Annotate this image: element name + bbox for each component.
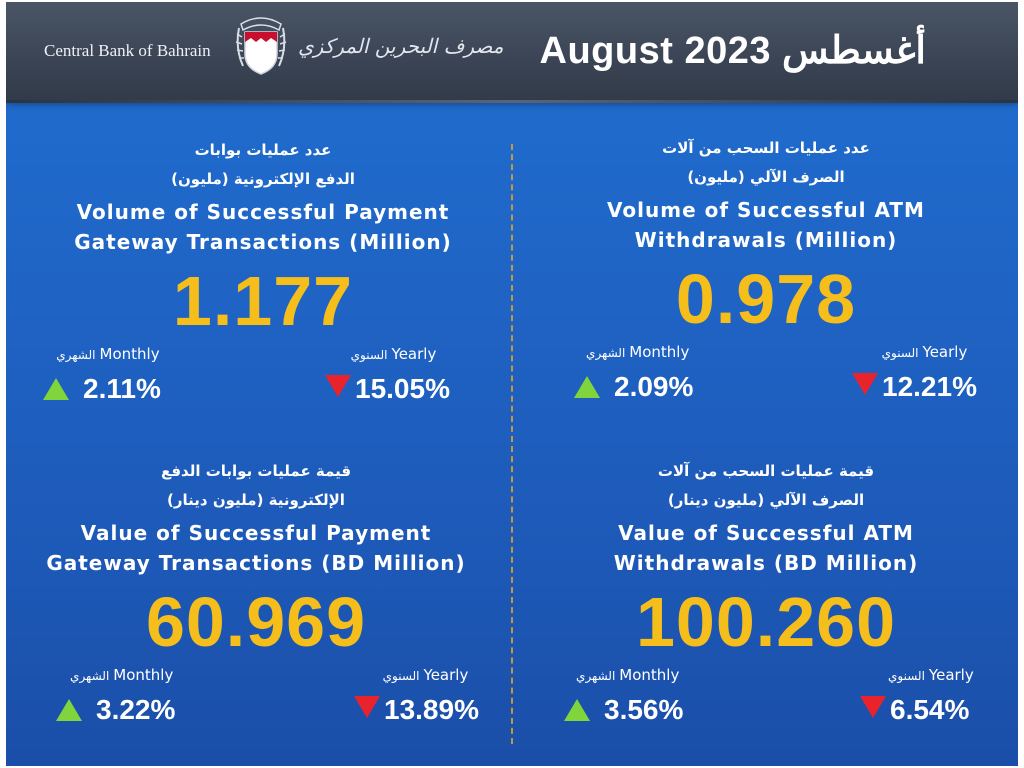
yearly-change-value: 6.54% bbox=[890, 694, 970, 725]
yearly-label-arabic: السنوي bbox=[382, 669, 420, 683]
panel-title-english-line2: Gateway Transactions (Million) bbox=[74, 230, 452, 254]
down-arrow-icon bbox=[860, 696, 886, 718]
yearly-value-row: 12.21% bbox=[852, 371, 977, 403]
monthly-value-row: 2.09% bbox=[574, 371, 693, 403]
change-stats: الشهري Monthly 2.11% السنوي Yearly 15.05% bbox=[43, 345, 483, 415]
bank-name-arabic: مصرف البحرين المركزي bbox=[298, 34, 504, 58]
headline-value: 0.978 bbox=[675, 260, 857, 338]
headline-value: 1.177 bbox=[172, 262, 354, 340]
up-arrow-icon bbox=[56, 699, 82, 721]
panel-title-english-line2: Withdrawals (Million) bbox=[634, 228, 898, 252]
up-arrow-icon bbox=[564, 699, 590, 721]
monthly-change: الشهري Monthly 2.09% bbox=[574, 343, 693, 403]
monthly-label-english: Monthly bbox=[99, 345, 160, 363]
yearly-change-value: 13.89% bbox=[384, 694, 479, 725]
change-stats: الشهري Monthly 3.22% السنوي Yearly 13.89% bbox=[36, 666, 479, 736]
monthly-label-arabic: الشهري bbox=[56, 348, 96, 362]
yearly-change: السنوي Yearly 13.89% bbox=[354, 666, 479, 726]
panel-title-arabic-line2: الدفع الإلكترونية (مليون) bbox=[171, 170, 355, 188]
yearly-value-row: 13.89% bbox=[354, 694, 479, 726]
down-arrow-icon bbox=[852, 373, 878, 395]
monthly-label-english: Monthly bbox=[113, 666, 174, 684]
center-divider bbox=[511, 144, 513, 744]
panel-payment-gateway-value: قيمة عمليات بوابات الدفع الإلكترونية (مل… bbox=[36, 457, 479, 736]
yearly-label: السنوي Yearly bbox=[354, 666, 479, 684]
monthly-change-value: 2.11% bbox=[83, 373, 161, 404]
panel-title-english: Volume of Successful ATM Withdrawals (Mi… bbox=[546, 195, 986, 255]
monthly-label: الشهري Monthly bbox=[56, 666, 175, 684]
yearly-label-english: Yearly bbox=[391, 345, 437, 363]
panel-title-arabic-line2: الصرف الآلي (مليون) bbox=[687, 168, 845, 186]
yearly-change-value: 15.05% bbox=[355, 373, 450, 404]
yearly-change-value: 12.21% bbox=[882, 371, 977, 402]
down-arrow-icon bbox=[354, 696, 380, 718]
up-arrow-icon bbox=[43, 378, 69, 400]
panel-title-arabic-line2: الصرف الآلي (مليون دينار) bbox=[667, 491, 865, 509]
monthly-label-arabic: الشهري bbox=[576, 669, 616, 683]
monthly-change: الشهري Monthly 2.11% bbox=[43, 345, 161, 405]
down-arrow-icon bbox=[325, 375, 351, 397]
monthly-value-row: 2.11% bbox=[43, 373, 161, 405]
bank-emblem-icon bbox=[235, 17, 287, 75]
panel-title-arabic-line1: عدد عمليات السحب من آلات bbox=[662, 139, 870, 157]
yearly-label-english: Yearly bbox=[423, 666, 469, 684]
monthly-change: الشهري Monthly 3.22% bbox=[56, 666, 175, 726]
monthly-change: الشهري Monthly 3.56% bbox=[564, 666, 683, 726]
monthly-change-value: 3.22% bbox=[96, 694, 176, 725]
yearly-label-arabic: السنوي bbox=[888, 669, 925, 683]
monthly-value-row: 3.56% bbox=[564, 694, 683, 726]
monthly-value-row: 3.22% bbox=[56, 694, 175, 726]
headline-value: 60.969 bbox=[145, 583, 367, 661]
headline-value: 100.260 bbox=[635, 583, 897, 661]
panel-title-arabic-line2: الإلكترونية (مليون دينار) bbox=[167, 491, 345, 509]
panel-atm-value: قيمة عمليات السحب من آلات الصرف الآلي (م… bbox=[546, 457, 986, 736]
panel-title-english-line1: Volume of Successful ATM bbox=[607, 198, 925, 222]
monthly-change-value: 3.56% bbox=[604, 694, 684, 725]
monthly-label-english: Monthly bbox=[619, 666, 680, 684]
panel-title-arabic-line1: قيمة عمليات بوابات الدفع bbox=[160, 462, 352, 480]
monthly-label-arabic: الشهري bbox=[70, 669, 110, 683]
panel-atm-volume: عدد عمليات السحب من آلات الصرف الآلي (مل… bbox=[546, 134, 986, 413]
monthly-label: الشهري Monthly bbox=[564, 666, 683, 684]
panel-title-english-line2: Withdrawals (BD Million) bbox=[613, 551, 919, 575]
yearly-label-english: Yearly bbox=[922, 343, 968, 361]
report-period-title: August 2023 أغسطس bbox=[539, 30, 926, 72]
yearly-change: السنوي Yearly 6.54% bbox=[860, 666, 974, 726]
yearly-label-english: Yearly bbox=[928, 666, 974, 684]
yearly-label-arabic: السنوي bbox=[881, 346, 919, 360]
panel-title-english: Value of Successful Payment Gateway Tran… bbox=[36, 518, 476, 578]
yearly-value-row: 15.05% bbox=[325, 373, 450, 405]
panel-title-english-line1: Volume of Successful Payment bbox=[76, 200, 450, 224]
panel-title-english: Volume of Successful Payment Gateway Tra… bbox=[43, 197, 483, 257]
panel-title-arabic-line1: عدد عمليات بوابات bbox=[194, 141, 332, 159]
yearly-change: السنوي Yearly 15.05% bbox=[325, 345, 450, 405]
panel-title-english-line1: Value of Successful ATM bbox=[618, 521, 914, 545]
monthly-label: الشهري Monthly bbox=[574, 343, 693, 361]
yearly-label: السنوي Yearly bbox=[852, 343, 977, 361]
yearly-value-row: 6.54% bbox=[860, 694, 974, 726]
change-stats: الشهري Monthly 3.56% السنوي Yearly 6.54% bbox=[546, 666, 986, 736]
monthly-change-value: 2.09% bbox=[614, 371, 694, 402]
yearly-label: السنوي Yearly bbox=[860, 666, 974, 684]
panel-title-english: Value of Successful ATM Withdrawals (BD … bbox=[546, 518, 986, 578]
monthly-label-english: Monthly bbox=[629, 343, 690, 361]
monthly-label-arabic: الشهري bbox=[586, 346, 626, 360]
panel-payment-gateway-volume: عدد عمليات بوابات الدفع الإلكترونية (ملي… bbox=[43, 136, 483, 415]
infographic: Central Bank of Bahrain مصرف البحرين الم… bbox=[6, 2, 1018, 766]
panel-title-english-line1: Value of Successful Payment bbox=[80, 521, 432, 545]
up-arrow-icon bbox=[574, 376, 600, 398]
monthly-label: الشهري Monthly bbox=[43, 345, 161, 363]
panel-title-arabic-line1: قيمة عمليات السحب من آلات bbox=[657, 462, 875, 480]
bank-name-english: Central Bank of Bahrain bbox=[44, 41, 211, 60]
yearly-change: السنوي Yearly 12.21% bbox=[852, 343, 977, 403]
header-bar: Central Bank of Bahrain مصرف البحرين الم… bbox=[6, 2, 1018, 103]
yearly-label-arabic: السنوي bbox=[350, 348, 388, 362]
panel-title-english-line2: Gateway Transactions (BD Million) bbox=[46, 551, 466, 575]
yearly-label: السنوي Yearly bbox=[325, 345, 450, 363]
change-stats: الشهري Monthly 2.09% السنوي Yearly 12.21% bbox=[546, 343, 986, 413]
